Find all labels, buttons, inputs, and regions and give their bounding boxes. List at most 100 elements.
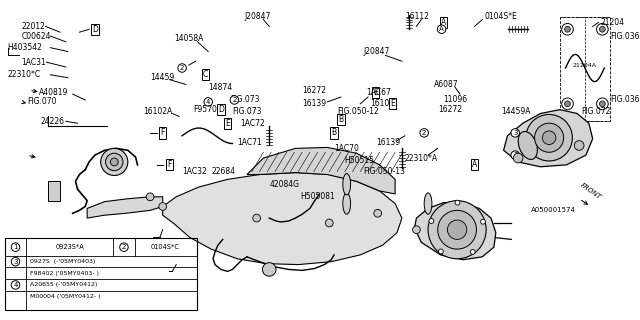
Text: 1: 1 [13,244,18,250]
Text: D: D [92,25,98,34]
Polygon shape [163,172,402,265]
Bar [560,17,610,121]
Bar [5,238,196,310]
Text: F95707: F95707 [194,105,223,114]
Circle shape [262,263,276,276]
Text: A: A [439,26,444,32]
Circle shape [481,219,485,224]
Text: J20847: J20847 [244,12,271,21]
Circle shape [325,219,333,227]
Circle shape [542,131,556,145]
Text: B: B [339,115,344,124]
Text: 22012: 22012 [21,22,45,31]
Circle shape [455,200,460,205]
Text: 42084G: 42084G [269,180,300,189]
Circle shape [596,23,608,35]
Text: FIG.036: FIG.036 [610,95,639,104]
Polygon shape [504,110,593,167]
Text: FIG.073: FIG.073 [232,107,262,116]
Circle shape [159,203,166,210]
Text: 16272: 16272 [302,86,326,95]
Circle shape [526,115,572,161]
Circle shape [562,23,573,35]
Circle shape [429,219,434,223]
Circle shape [106,153,123,171]
Circle shape [100,148,128,175]
Text: 2: 2 [180,65,184,71]
Ellipse shape [424,193,432,214]
Text: H50515: H50515 [344,156,374,164]
Text: 3: 3 [513,152,518,158]
Polygon shape [87,197,163,218]
Ellipse shape [343,193,351,214]
Text: E: E [225,119,230,128]
Text: 2: 2 [422,130,426,136]
Circle shape [574,140,584,150]
Circle shape [534,123,564,152]
Ellipse shape [343,173,351,195]
Text: FIG.070: FIG.070 [27,97,56,106]
Text: F: F [167,160,172,169]
Text: A40819: A40819 [39,88,68,97]
Text: 22310*C: 22310*C [8,70,41,79]
Text: 1AC32: 1AC32 [182,167,207,176]
Polygon shape [415,203,496,260]
Ellipse shape [518,132,538,159]
Text: 11096: 11096 [444,95,468,104]
Text: 22310*A: 22310*A [405,154,438,163]
Text: E: E [390,99,395,108]
Text: FIG.072: FIG.072 [581,107,611,116]
Text: FIG.073: FIG.073 [230,95,260,104]
Text: 1AC31: 1AC31 [21,58,46,67]
Text: 16272: 16272 [438,105,461,114]
Text: 1AC71: 1AC71 [237,138,262,147]
Text: H403542: H403542 [8,43,43,52]
Text: J20847: J20847 [363,47,390,56]
Text: 14459: 14459 [150,73,174,82]
Text: 14874: 14874 [208,83,232,92]
Circle shape [564,101,570,107]
Text: A: A [441,18,446,27]
Text: 0104S*E: 0104S*E [484,12,517,21]
Text: FIG.036: FIG.036 [610,32,639,41]
Circle shape [513,153,523,163]
Text: 3: 3 [13,259,18,265]
Circle shape [562,98,573,110]
Text: A20655 (-'05MY0412): A20655 (-'05MY0412) [30,283,97,287]
Text: 0923S*A: 0923S*A [55,244,84,250]
Text: 16102A: 16102A [143,107,173,116]
Text: 1AC67: 1AC67 [366,88,391,97]
Text: C00624: C00624 [21,32,51,41]
Circle shape [438,210,476,249]
Text: 1AC70: 1AC70 [334,144,359,153]
Text: FIG.050-12: FIG.050-12 [337,107,379,116]
Text: FRONT: FRONT [579,182,602,200]
Circle shape [146,193,154,201]
Text: E: E [373,88,378,97]
Text: 3: 3 [513,130,518,136]
Text: C: C [203,70,208,79]
Text: 0104S*C: 0104S*C [151,244,180,250]
Circle shape [596,98,608,110]
Text: 1AC72: 1AC72 [240,119,265,128]
Text: B: B [332,128,337,137]
Text: 14058A: 14058A [174,35,204,44]
Circle shape [447,220,467,239]
Text: 14459A: 14459A [502,107,531,116]
Text: A050001574: A050001574 [531,207,575,213]
Text: 2: 2 [232,97,237,103]
Text: 4: 4 [206,99,211,105]
Circle shape [600,26,605,32]
Circle shape [374,209,381,217]
Circle shape [564,26,570,32]
Text: M00004 ('05MY0412- ): M00004 ('05MY0412- ) [30,294,100,299]
Text: D: D [218,105,224,114]
Text: 22684: 22684 [211,167,235,176]
Text: 2: 2 [122,244,126,250]
Text: H505081: H505081 [300,192,335,201]
Polygon shape [247,148,395,194]
Text: A: A [472,160,477,169]
Text: F: F [161,128,165,137]
Circle shape [413,226,420,234]
Text: A6087: A6087 [434,80,458,89]
